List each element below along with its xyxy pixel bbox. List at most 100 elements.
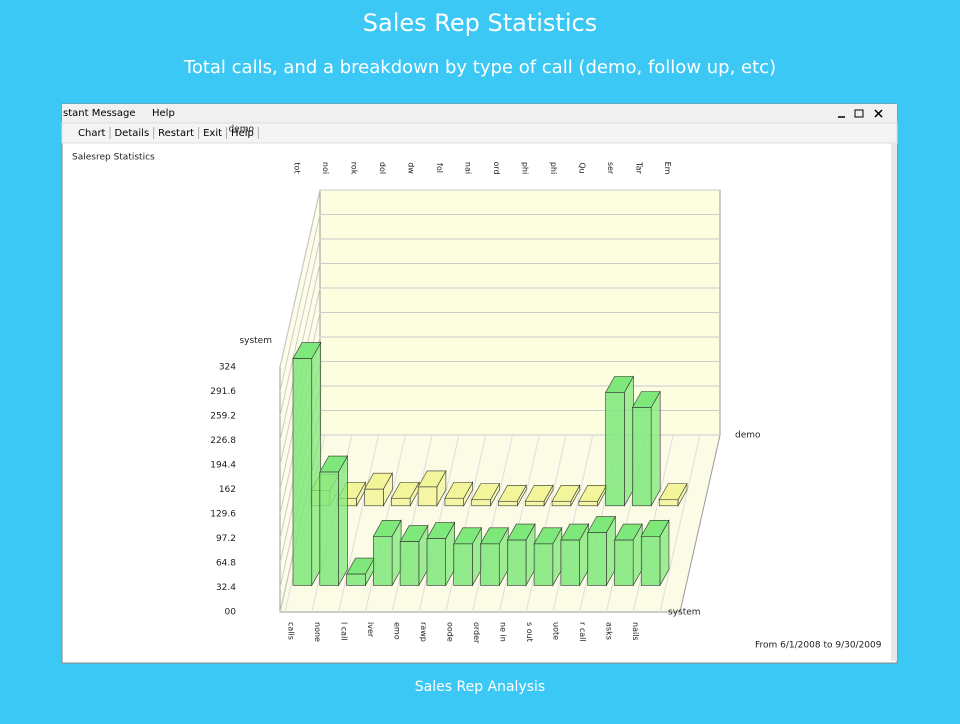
bar xyxy=(524,484,554,507)
bar xyxy=(372,519,402,587)
back-category-label: Em xyxy=(663,162,672,175)
bar-front xyxy=(453,543,473,586)
back-category-label: Tar xyxy=(635,161,644,174)
slide-title: Sales Rep Statistics xyxy=(363,9,597,37)
bar-front xyxy=(444,497,464,507)
grid-line xyxy=(279,238,321,417)
bar xyxy=(364,472,393,507)
bar-front xyxy=(578,500,598,507)
depth-label: demo xyxy=(735,431,761,441)
menu-bar xyxy=(62,104,897,123)
back-category-label: fol xyxy=(435,163,444,173)
bar xyxy=(453,526,482,587)
slide-subtitle: Total calls, and a breakdown by type of … xyxy=(183,57,776,78)
x-tick-label: nails xyxy=(631,622,640,641)
bar xyxy=(506,522,536,587)
bar xyxy=(479,526,509,587)
bar-front xyxy=(533,543,554,586)
bar-side xyxy=(338,454,348,587)
x-tick-label: emo xyxy=(393,622,402,640)
bar-front xyxy=(346,573,366,586)
bar xyxy=(613,522,643,587)
menu-item[interactable]: stant Message xyxy=(63,108,136,119)
bar-front xyxy=(391,497,411,507)
bar xyxy=(497,484,527,507)
back-category-label: nai xyxy=(464,162,473,174)
y-tick-label: 32.4 xyxy=(216,583,236,593)
floor-line xyxy=(659,434,701,613)
bar xyxy=(605,375,634,507)
floor-line xyxy=(552,434,594,613)
toolbar-button[interactable]: Chart xyxy=(78,128,106,139)
bar-front xyxy=(605,392,625,507)
bar xyxy=(658,482,688,507)
floor-line xyxy=(498,434,540,613)
x-tick-label: s out xyxy=(525,622,534,642)
back-category-label: phi xyxy=(521,162,530,174)
date-range: From 6/1/2008 to 9/30/2009 xyxy=(755,641,882,651)
bar xyxy=(587,515,616,587)
bar-front xyxy=(632,407,652,507)
slide-footer: Sales Rep Analysis xyxy=(415,679,545,695)
bar xyxy=(560,522,590,587)
bar xyxy=(319,454,349,587)
back-category-label: phi xyxy=(549,162,558,174)
bar-front xyxy=(292,358,313,586)
y-tick-label: 324 xyxy=(219,363,236,373)
y-tick-label: 162 xyxy=(219,485,236,495)
x-tick-label: oode xyxy=(446,622,455,642)
y-tick-label: 97.2 xyxy=(216,534,236,544)
bar-front xyxy=(471,499,491,507)
bar xyxy=(631,390,661,507)
bar-front xyxy=(319,471,339,586)
bar xyxy=(471,482,500,507)
bar-front xyxy=(373,535,393,586)
x-tick-label: l call xyxy=(340,622,349,641)
toolbar-button[interactable]: Help xyxy=(231,128,254,139)
bar-front xyxy=(658,499,679,507)
y-tick-label: 64.8 xyxy=(216,559,236,569)
depth-label: system xyxy=(239,336,272,346)
bar xyxy=(399,524,429,587)
back-category-label: Qu xyxy=(578,162,587,173)
toolbar-button[interactable]: Details xyxy=(114,128,149,139)
floor-line xyxy=(338,434,380,613)
bar-front xyxy=(480,543,500,586)
back-category-label: tot xyxy=(293,162,302,173)
bar-front xyxy=(399,541,420,586)
chart: 00 32.4 64.8 97.2 129.6 162 194.4 226.8 259.2 291… xyxy=(210,124,761,644)
back-category-label: ser xyxy=(606,162,615,175)
toolbar-button[interactable]: Restart xyxy=(158,128,194,139)
bar-front xyxy=(426,538,446,586)
toolbar-button[interactable]: Exit xyxy=(203,128,222,139)
x-tick-label: r call xyxy=(578,622,587,642)
bar-front xyxy=(640,535,661,586)
bar-front xyxy=(587,532,607,586)
y-tick-label: 194.4 xyxy=(210,461,236,471)
bar-front xyxy=(364,488,384,507)
x-tick-label: iver xyxy=(366,622,375,638)
x-tick-label: uote xyxy=(552,622,561,640)
bar xyxy=(551,484,581,507)
bar xyxy=(390,481,420,507)
bar xyxy=(292,341,322,587)
y-tick-label: 226.8 xyxy=(210,436,236,446)
back-category-label: dw xyxy=(407,162,416,174)
floor-line xyxy=(472,434,513,613)
bar xyxy=(417,469,447,507)
floor-line xyxy=(445,434,487,613)
back-category-label: dol xyxy=(378,162,387,174)
x-tick-label: none xyxy=(313,622,322,642)
bar-front xyxy=(524,500,545,507)
window-controls[interactable] xyxy=(838,109,883,118)
bar-front xyxy=(614,539,634,586)
floor-line xyxy=(391,434,433,613)
bar-front xyxy=(498,500,518,507)
close[interactable] xyxy=(874,109,883,118)
grid-line xyxy=(279,214,321,392)
menu-item[interactable]: Help xyxy=(152,108,175,119)
bar-front xyxy=(551,500,572,507)
restore[interactable] xyxy=(854,109,864,118)
